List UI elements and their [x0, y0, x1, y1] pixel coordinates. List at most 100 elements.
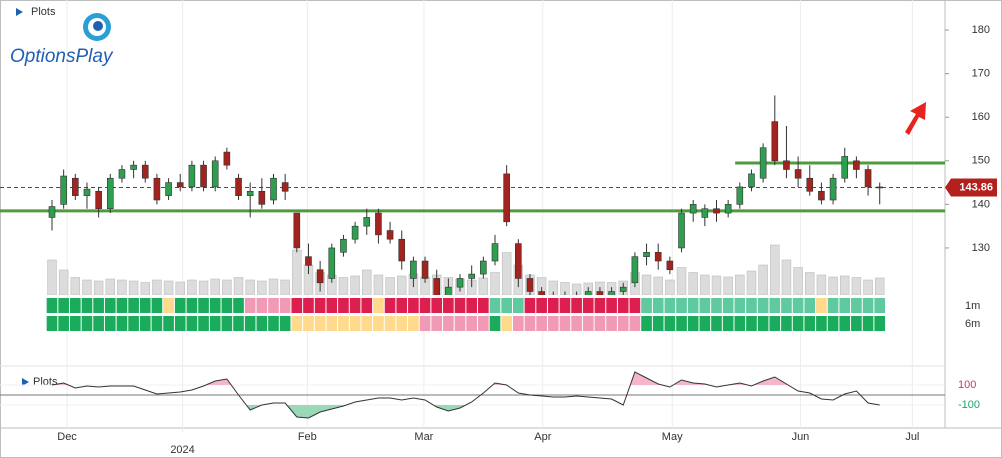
signal-cell	[139, 298, 151, 313]
volume-bar	[128, 280, 139, 295]
logo-icon	[83, 13, 111, 41]
volume-bar	[735, 274, 745, 295]
volume-bar	[676, 267, 687, 295]
candle-body	[491, 243, 499, 262]
volume-bar	[245, 279, 255, 295]
volume-bar	[140, 282, 150, 295]
signal-cell	[804, 298, 816, 313]
signal-cell	[454, 298, 466, 313]
candle-body	[433, 278, 441, 295]
volume-bar	[723, 276, 733, 295]
x-tick-label: Jul	[905, 431, 919, 443]
signal-cell	[163, 316, 174, 331]
signal-cell	[443, 298, 454, 313]
signal-cell	[221, 298, 233, 313]
candle-body	[794, 169, 802, 179]
signal-cell	[396, 298, 408, 313]
signal-cell	[582, 298, 594, 313]
candle-body	[246, 190, 254, 196]
signal-cell	[209, 298, 221, 313]
candle-body	[386, 230, 394, 240]
signal-cell	[349, 298, 361, 313]
signal-cell	[268, 316, 279, 331]
toggle-icon[interactable]	[16, 8, 23, 16]
signal-cell	[617, 316, 629, 331]
candle-body	[841, 156, 849, 179]
toggle-icon[interactable]	[22, 378, 29, 386]
panel-title[interactable]: Plots	[33, 376, 58, 388]
signal-cell	[431, 316, 443, 331]
y-tick-label: 100	[958, 379, 976, 391]
candle-body	[806, 177, 814, 192]
volume-bar	[758, 264, 768, 295]
volume-bar	[47, 259, 57, 295]
x-tick-label: Feb	[298, 431, 317, 443]
signal-cell	[559, 316, 571, 331]
signal-cell	[512, 298, 524, 313]
candle-body	[410, 260, 417, 279]
candle-body	[654, 251, 662, 262]
signal-cell	[384, 298, 396, 313]
signal-cell	[443, 316, 454, 331]
signal-cell	[361, 298, 373, 313]
y-tick-label: 130	[972, 242, 990, 254]
signal-cell	[571, 298, 582, 313]
candle-body	[713, 208, 720, 214]
volume-bar	[805, 272, 815, 295]
signal-cell	[851, 316, 862, 331]
candle-body	[270, 177, 277, 201]
x-tick-label: Dec	[57, 431, 77, 443]
signal-cell	[629, 298, 641, 313]
signal-cell	[174, 316, 186, 331]
y-tick-label: 150	[972, 155, 990, 167]
volume-bar	[571, 283, 582, 295]
signal-cell	[629, 316, 641, 331]
candle-body	[118, 169, 126, 179]
signal-cell	[792, 316, 804, 331]
signal-cell	[862, 298, 874, 313]
signal-cell	[489, 298, 501, 313]
signal-cell	[617, 298, 629, 313]
last-price-tag	[945, 178, 997, 197]
volume-bar	[210, 278, 220, 295]
candle-body	[584, 291, 592, 295]
volume-bar	[93, 280, 104, 295]
candle-body	[701, 208, 709, 218]
signal-cell	[816, 298, 827, 313]
volume-bar	[478, 277, 489, 295]
last-price-label: 143.86	[959, 181, 993, 193]
signal-cell	[69, 298, 81, 313]
signal-cell	[69, 316, 81, 331]
candle-body	[72, 177, 79, 196]
candle-body	[340, 238, 347, 253]
volume-bar	[362, 269, 372, 295]
signal-cell	[338, 316, 349, 331]
signal-cell	[128, 316, 139, 331]
signal-cell	[781, 298, 792, 313]
candle-body	[95, 190, 102, 210]
candle-body	[106, 177, 114, 210]
signal-cell	[116, 298, 128, 313]
x-tick-label: Jun	[792, 431, 810, 443]
volume-bar	[82, 279, 92, 295]
signal-cell	[734, 298, 746, 313]
signal-cell	[524, 298, 536, 313]
candle-body	[293, 212, 301, 249]
signal-cell	[757, 298, 769, 313]
candle-body	[258, 190, 266, 205]
candle-body	[60, 175, 67, 205]
panel-title[interactable]: Plots	[31, 6, 56, 18]
candle-body	[759, 147, 767, 179]
volume-bar	[257, 280, 267, 295]
signal-cell	[594, 316, 606, 331]
signal-cell	[804, 316, 816, 331]
signal-cell	[687, 298, 699, 313]
candle-body	[328, 247, 336, 279]
candle-body	[83, 188, 91, 196]
signal-cell	[291, 316, 303, 331]
signal-cell	[326, 316, 338, 331]
x-tick-label: Mar	[414, 431, 433, 443]
signal-cell	[46, 316, 58, 331]
